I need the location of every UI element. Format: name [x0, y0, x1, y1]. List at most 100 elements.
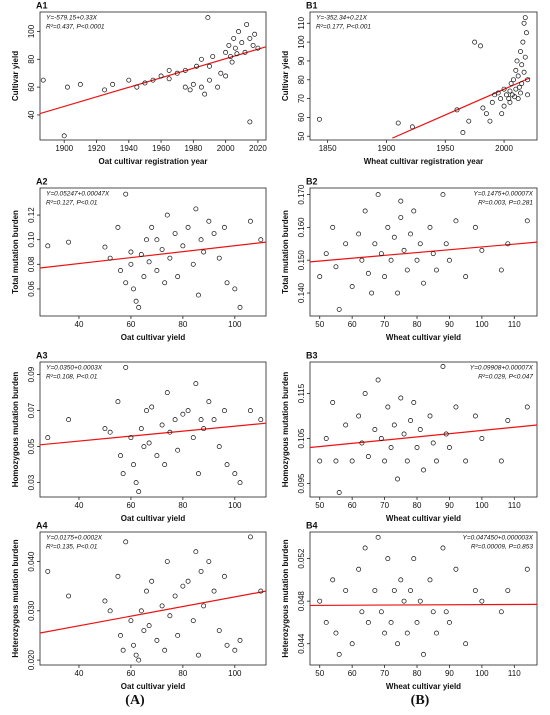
point	[102, 598, 108, 604]
point	[226, 42, 232, 48]
point	[378, 609, 384, 615]
x-axis-label: Wheat cultivar yield	[386, 514, 461, 523]
y-tick-label: 0.095	[297, 473, 306, 494]
y-tick-label: 60	[297, 112, 306, 121]
point	[128, 435, 134, 441]
point	[525, 77, 531, 83]
fit-line	[392, 77, 531, 139]
point	[499, 111, 505, 117]
x-tick-label: 80	[413, 669, 422, 678]
panel-title: A1	[36, 0, 48, 10]
point	[206, 399, 212, 405]
point	[411, 208, 417, 214]
point	[164, 559, 170, 565]
point	[443, 431, 449, 437]
point	[479, 436, 485, 441]
point	[66, 239, 72, 245]
point	[102, 426, 108, 432]
plot-frame	[39, 531, 267, 666]
point	[207, 77, 212, 83]
point	[398, 577, 404, 583]
point	[522, 15, 528, 21]
x-tick-label: 50	[315, 320, 324, 329]
point	[123, 364, 129, 370]
x-tick-label: 70	[380, 320, 389, 329]
x-axis-label: Oat cultivar registration year	[99, 157, 208, 166]
x-tick-label: 80	[178, 669, 187, 678]
point	[434, 267, 439, 273]
point	[372, 241, 378, 247]
panel-title: B3	[306, 350, 318, 360]
point	[330, 577, 336, 583]
x-tick-label: 70	[380, 501, 389, 510]
y-tick-label: 0.08	[27, 256, 36, 272]
point	[463, 458, 469, 464]
point	[333, 630, 339, 636]
point	[434, 630, 439, 636]
x-tick-label: 2020	[249, 144, 267, 153]
point	[166, 76, 172, 82]
point	[388, 257, 394, 263]
point	[427, 224, 433, 230]
y-tick-label: 0.052	[297, 548, 306, 569]
y-tick-label: 0.048	[297, 591, 306, 612]
point	[417, 598, 423, 604]
fit-line	[310, 603, 537, 607]
point	[472, 39, 478, 45]
x-tick-label: 60	[348, 320, 357, 329]
y-tick-label: 0.05	[27, 438, 36, 454]
point	[336, 651, 342, 657]
point	[123, 280, 129, 286]
x-tick-label: 90	[445, 501, 454, 510]
point	[317, 274, 323, 280]
point	[505, 241, 511, 247]
annotation: R²=0.177, P<0.001	[316, 24, 371, 31]
y-tick-label: 0.140	[297, 282, 306, 303]
point	[180, 583, 186, 589]
point	[372, 427, 378, 432]
y-tick-label: 0.170	[297, 184, 306, 205]
y-tick-label: 0.12	[27, 207, 36, 223]
point	[175, 632, 181, 638]
y-tick-label: 80	[27, 54, 36, 63]
point	[349, 284, 355, 289]
point	[182, 84, 188, 90]
x-tick-label: 100	[475, 669, 489, 678]
point	[201, 426, 207, 432]
point	[193, 549, 199, 555]
x-tick-label: 50	[315, 501, 324, 510]
point	[487, 118, 493, 124]
point	[316, 116, 322, 122]
plot-frame	[309, 361, 538, 498]
point	[77, 81, 83, 87]
point	[244, 22, 250, 27]
point	[141, 274, 147, 280]
plot-frame	[39, 187, 267, 317]
plot-frame	[39, 11, 267, 141]
point	[388, 445, 394, 450]
point	[518, 90, 523, 96]
point	[349, 641, 355, 647]
plot-frame	[309, 11, 538, 141]
y-tick-label: 80	[297, 75, 306, 84]
point	[507, 99, 513, 105]
x-tick-label: 1960	[152, 144, 170, 153]
fit-line	[40, 241, 266, 269]
point	[149, 224, 155, 230]
fit-line	[40, 422, 266, 446]
point	[205, 15, 211, 21]
y-tick-label: 0.105	[297, 428, 306, 449]
point	[333, 264, 339, 270]
plot-frame	[309, 531, 538, 666]
point	[359, 257, 365, 263]
point	[343, 422, 349, 428]
point	[446, 619, 452, 625]
point	[128, 618, 134, 624]
point	[385, 224, 391, 230]
y-tick-label: 0.03	[27, 474, 36, 490]
point	[430, 440, 436, 446]
point	[144, 237, 149, 243]
point	[210, 54, 216, 59]
y-axis-label: Homozygous mutation burden	[11, 372, 20, 488]
point	[356, 566, 362, 572]
